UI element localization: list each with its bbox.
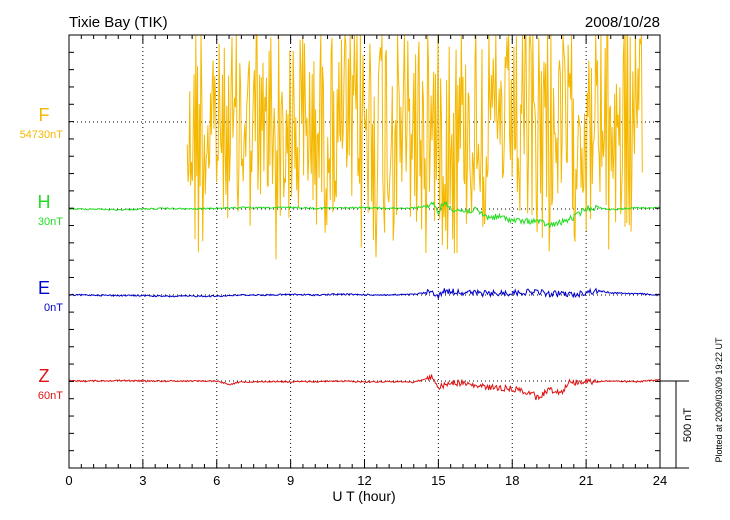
channel-baseline-z: 60nT — [38, 390, 63, 402]
channel-label-e: E — [38, 278, 50, 298]
channel-baseline-f: 54730nT — [20, 129, 64, 141]
series-line-e — [68, 287, 661, 299]
scale-bar-label: 500 nT — [682, 408, 694, 443]
series-line-h — [68, 200, 661, 229]
scale-bar: 500 nT — [660, 380, 694, 469]
x-tick-label: 9 — [287, 473, 294, 488]
x-tick-label: 21 — [579, 473, 593, 488]
x-tick-labels: 0 3 6 9 12 15 18 21 24 — [65, 473, 667, 488]
x-tick-label: 18 — [505, 473, 519, 488]
channel-baseline-h: 30nT — [38, 216, 63, 228]
series-layer — [68, 33, 661, 401]
x-tick-label: 12 — [357, 473, 371, 488]
channel-label-f: F — [39, 105, 50, 125]
series-line-z — [69, 374, 661, 401]
channel-baseline-e: 0nT — [44, 302, 63, 314]
x-tick-label: 0 — [65, 473, 72, 488]
chart-title: Tixie Bay (TIK) — [69, 14, 168, 31]
x-tick-label: 6 — [213, 473, 220, 488]
axis-ticks — [68, 34, 661, 469]
x-axis-title: U T (hour) — [332, 488, 395, 504]
chart-date: 2008/10/28 — [585, 14, 660, 31]
x-tick-label: 15 — [431, 473, 445, 488]
channel-labels: F 54730nT H 30nT E 0nT Z 60nT — [20, 105, 64, 402]
x-tick-label: 24 — [653, 473, 667, 488]
series-line-f — [186, 33, 643, 260]
channel-label-h: H — [38, 192, 51, 212]
x-tick-label: 3 — [139, 473, 146, 488]
plotted-note: Plotted at 2009/03/09 19:22 UT — [714, 337, 724, 463]
channel-label-z: Z — [39, 366, 50, 386]
grid-lines — [69, 35, 660, 468]
